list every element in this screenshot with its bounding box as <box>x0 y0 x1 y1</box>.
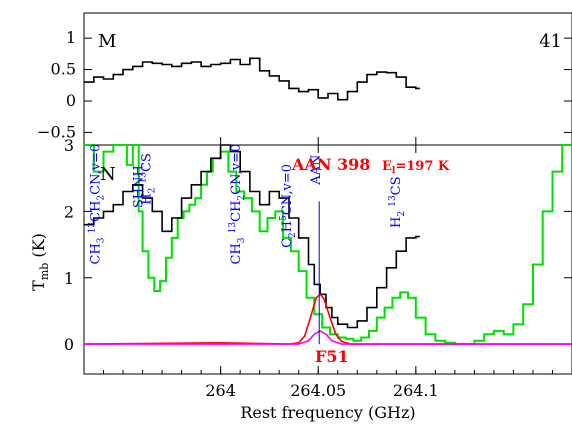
bottom-x-tick-label: 264.1 <box>393 381 439 400</box>
species-label: CH3 13CH2CN,v=0 <box>228 144 247 265</box>
transition-title: AAN 398 <box>291 155 370 174</box>
bottom-x-tick-label: 264.05 <box>290 381 346 400</box>
bottom-series-group <box>83 144 572 346</box>
bottom-series-line <box>84 144 572 346</box>
top-y-tick-label: 0 <box>66 91 76 110</box>
y-axis-unit: (K) <box>29 233 48 263</box>
species-label: H2 13CS <box>138 153 157 205</box>
y-axis-label: Tmb (K) <box>29 233 51 291</box>
transition-name: AAN 398 <box>291 155 370 174</box>
species-label: CH3 13CH2CN,v=0 <box>88 144 107 265</box>
top-series-group <box>84 57 420 101</box>
species-label: C2H5CN,v=0 <box>279 164 298 248</box>
bottom-series-line <box>84 144 420 329</box>
marker-label: F51 <box>315 347 349 366</box>
energy-symbol: E <box>382 159 392 174</box>
species-label: H2 13CS <box>388 176 407 228</box>
bottom-x-tick-label: 264 <box>205 381 236 400</box>
top-panel-frame <box>83 12 572 146</box>
energy-label: El=197 K <box>382 159 450 176</box>
top-panel: −0.5 0 0.5 1 M 41 <box>37 12 572 146</box>
top-y-tick-label: 1 <box>66 28 76 47</box>
y-axis-symbol: T <box>29 280 48 291</box>
energy-subscript: l <box>392 166 396 176</box>
y-axis-subscript: mb <box>38 263 51 280</box>
energy-value: =197 K <box>395 159 450 174</box>
bottom-panel-frame <box>83 144 572 375</box>
bottom-y-tick-label: 1 <box>64 269 74 288</box>
x-axis-label: Rest frequency (GHz) <box>240 403 415 422</box>
top-y-ticks: −0.5 0 0.5 1 <box>37 28 572 141</box>
top-series-line <box>84 57 420 101</box>
species-label: SHNH <box>132 165 147 208</box>
bottom-series-line <box>84 329 572 345</box>
top-corner-right-label: 41 <box>539 31 562 52</box>
top-corner-left-label: M <box>98 31 116 52</box>
bottom-y-tick-label: 3 <box>64 136 74 155</box>
bottom-axis-ticks: 0 1 2 3 264 264.05 264.1 <box>64 136 572 400</box>
bottom-y-tick-label: 2 <box>64 202 74 221</box>
top-y-tick-label: 0.5 <box>51 60 76 79</box>
corner-mark: N <box>100 164 116 185</box>
top-y-tick-label: −0.5 <box>37 122 76 141</box>
species-label: AAN <box>309 155 324 186</box>
bottom-y-tick-label: 0 <box>64 335 74 354</box>
